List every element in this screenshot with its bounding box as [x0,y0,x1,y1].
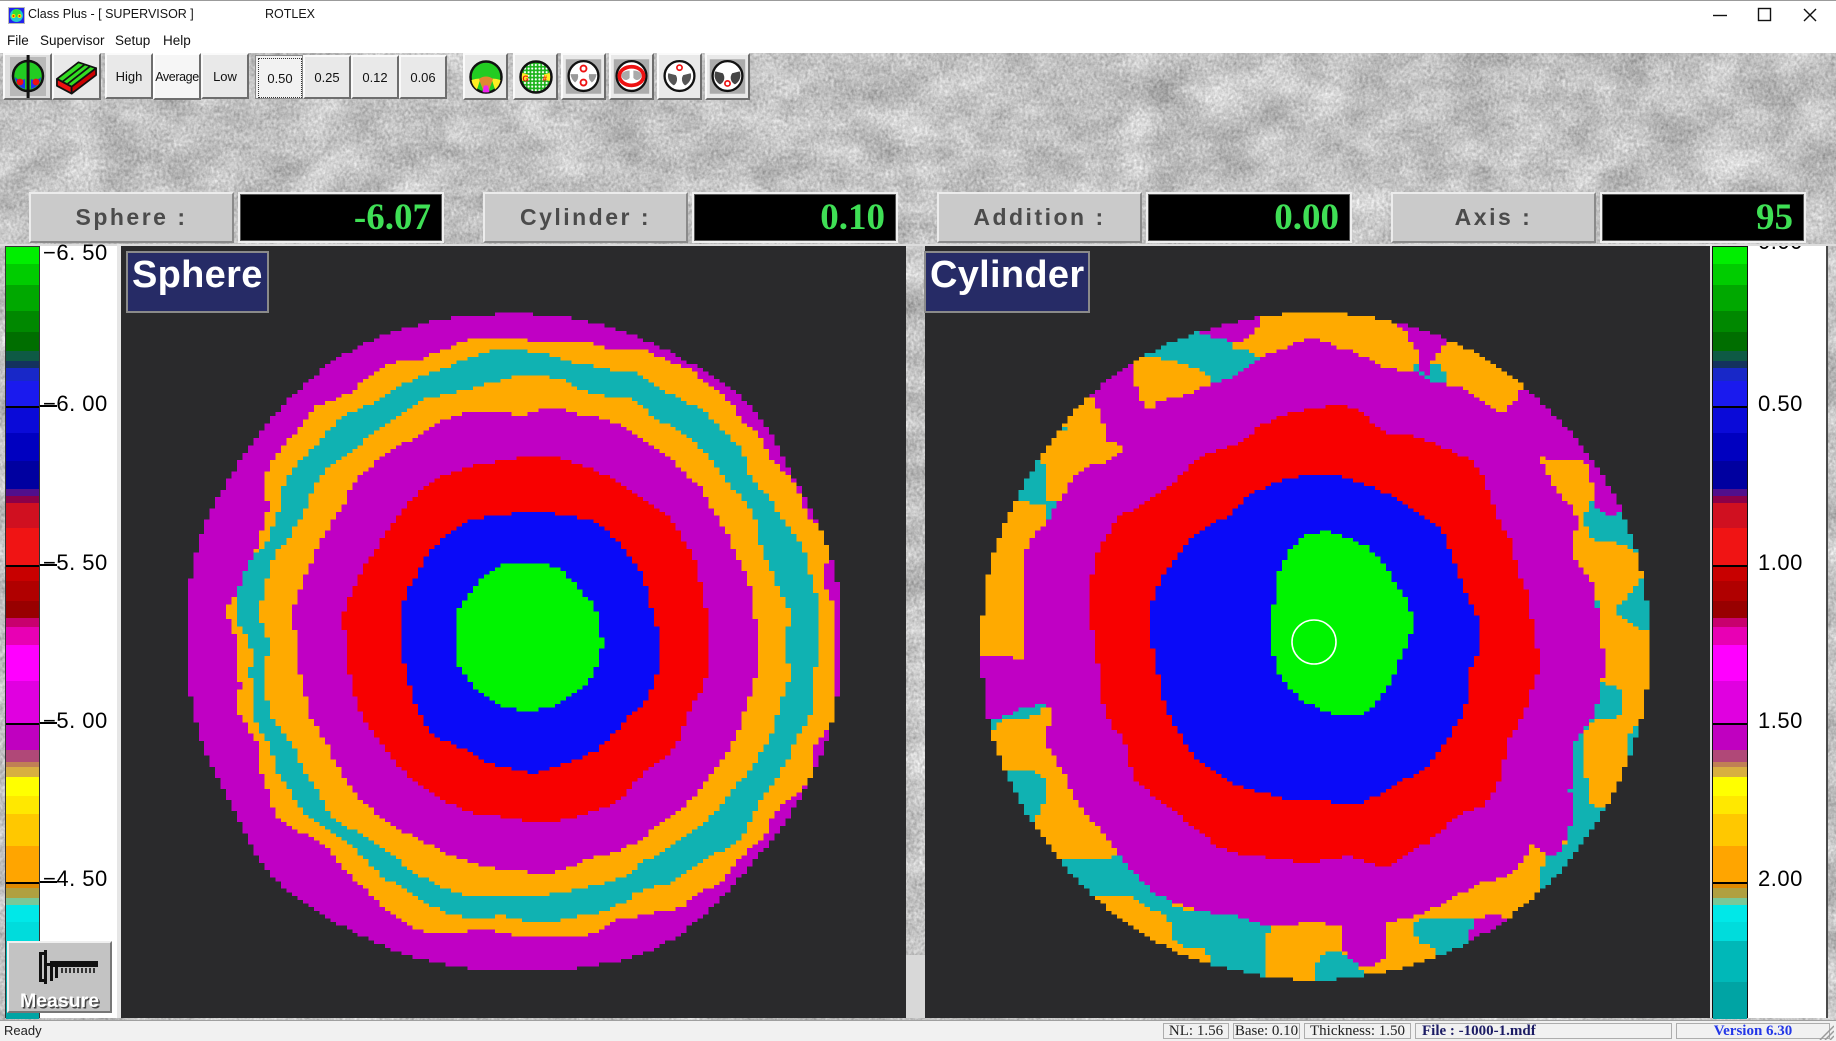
svg-text:G: G [522,74,528,83]
svg-text:#: # [542,74,547,83]
